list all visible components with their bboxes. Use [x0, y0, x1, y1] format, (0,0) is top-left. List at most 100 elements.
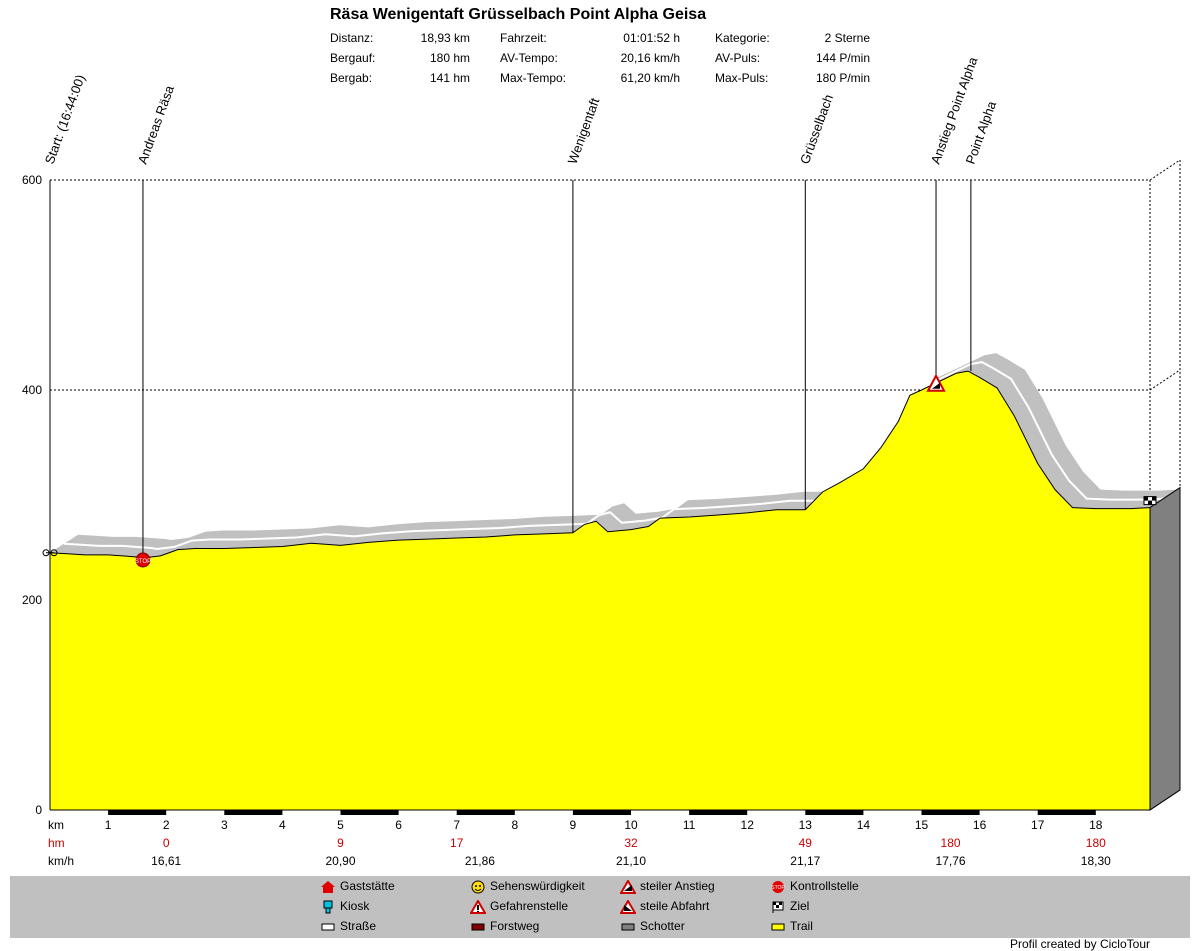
- steile-abfahrt-icon: [619, 898, 637, 914]
- kmh-value: 21,17: [790, 854, 820, 868]
- x-tick-label: 18: [1089, 818, 1103, 832]
- waypoint-label: Point Alpha: [963, 98, 1000, 166]
- legend-item: steile Abfahrt: [619, 898, 710, 914]
- kmh-value: 17,76: [936, 854, 966, 868]
- stop-sign-icon: STOP: [135, 552, 151, 568]
- legend-label: Kiosk: [340, 899, 370, 913]
- grid-line-3d: [1149, 159, 1181, 181]
- stat-label: Fahrzeit:: [500, 31, 547, 45]
- x-axis-3d: [1149, 789, 1181, 811]
- x-axis-segment: [456, 810, 515, 815]
- stat-label: Max-Tempo:: [500, 71, 567, 85]
- x-tick-label: 7: [453, 818, 460, 832]
- sehenswuerdigkeit-icon: [470, 880, 486, 894]
- legend-item: Kiosk: [320, 899, 369, 914]
- steep-climb-icon: [926, 373, 946, 392]
- chart-title: Räsa Wenigentaft Grüsselbach Point Alpha…: [330, 6, 706, 23]
- legend: [10, 876, 1190, 938]
- row-label-kmh: km/h: [48, 854, 74, 868]
- kiosk-icon: [320, 900, 336, 914]
- legend-label: Sehenswürdigkeit: [490, 879, 585, 893]
- x-tick-label: 11: [683, 818, 696, 832]
- gaststaette-icon: [320, 880, 336, 894]
- legend-item: Schotter: [620, 919, 685, 934]
- x-tick-label: 14: [857, 818, 871, 832]
- markers: STOP: [42, 373, 1157, 568]
- stat-label: AV-Tempo:: [500, 51, 558, 65]
- profile-shadow: [50, 353, 1178, 558]
- x-tick-label: 9: [570, 818, 577, 832]
- legend-item: Trail: [770, 919, 813, 934]
- y-tick-label: 200: [22, 593, 42, 607]
- y-tick-label: 400: [22, 383, 42, 397]
- svg-text:STOP: STOP: [135, 559, 151, 565]
- stat-value: 180 P/min: [815, 71, 870, 85]
- hm-value: 180: [941, 836, 961, 850]
- x-tick-label: 15: [915, 818, 929, 832]
- legend-item: Ziel: [770, 899, 809, 914]
- x-axis-segment: [108, 810, 167, 815]
- legend-label: Gaststätte: [340, 879, 395, 893]
- x-axis-label: km: [48, 818, 64, 832]
- y-axis: 0 200 400 600: [22, 173, 51, 817]
- x-tick-label: 4: [279, 818, 286, 832]
- shadow-highlight: [63, 361, 1164, 551]
- hm-value: 32: [624, 836, 638, 850]
- shadow-area: [50, 353, 1178, 558]
- stat-value: 01:01:52 h: [623, 31, 680, 45]
- stat-label: Bergab:: [330, 71, 373, 85]
- legend-item: steiler Anstieg: [619, 878, 715, 894]
- stat-label: Distanz:: [330, 31, 374, 45]
- data-rows: hm 0 9 17 32 49 180 180 km/h 16,61 20,90 21,86 21,10…: [48, 836, 1111, 868]
- y-tick-label: 0: [35, 803, 42, 817]
- legend-item: Straße: [320, 919, 376, 934]
- kmh-value: 18,30: [1081, 854, 1111, 868]
- legend-item: STOP Kontrollstelle: [770, 879, 858, 894]
- hm-value: 49: [799, 836, 813, 850]
- row-label-hm: hm: [48, 836, 65, 850]
- svg-text:STOP: STOP: [771, 885, 785, 891]
- stat-value: 2 Sterne: [824, 31, 870, 45]
- x-tick-label: 13: [799, 818, 813, 832]
- legend-item: Forstweg: [470, 919, 539, 934]
- stat-value: 18,93 km: [420, 31, 470, 45]
- profile-fill: [49, 370, 1150, 810]
- stat-value: 141 hm: [429, 71, 470, 85]
- legend-label: steiler Anstieg: [640, 879, 715, 893]
- x-axis-segment: [340, 810, 399, 815]
- x-axis-segment: [921, 810, 980, 815]
- profile-area: [50, 371, 1150, 810]
- hm-value: 180: [1086, 836, 1106, 850]
- x-tick-label: 10: [624, 818, 638, 832]
- x-tick-label: 16: [973, 818, 987, 832]
- legend-label: Schotter: [640, 919, 685, 933]
- legend-label: Trail: [790, 919, 813, 933]
- waypoint-label: Grüsselbach: [797, 92, 836, 166]
- hm-value: 17: [450, 836, 464, 850]
- stat-value: 180 hm: [429, 51, 470, 65]
- x-axis-segment: [572, 810, 631, 815]
- kmh-value: 16,61: [151, 854, 181, 868]
- finish-flag-icon: [1143, 496, 1157, 506]
- x-axis: km 1 2 3 4 5 6 7 8 9 10 11 12 13 14 15 16 17 18: [48, 789, 1181, 832]
- x-tick-label: 2: [163, 818, 170, 832]
- x-tick-label: 12: [741, 818, 755, 832]
- legend-item: Sehenswürdigkeit: [470, 879, 585, 894]
- bike-icon: [42, 549, 58, 557]
- stat-label: Bergauf:: [330, 51, 376, 65]
- kmh-value: 21,86: [465, 854, 495, 868]
- x-tick-label: 1: [105, 818, 112, 832]
- legend-label: Straße: [340, 919, 377, 933]
- legend-item: Gaststätte: [320, 879, 395, 894]
- stat-value: 20,16 km/h: [620, 51, 680, 65]
- legend-label: steile Abfahrt: [640, 899, 710, 913]
- waypoint-label: Andreas Räsa: [135, 83, 178, 166]
- steiler-anstieg-icon: [619, 878, 637, 894]
- kmh-value: 21,10: [616, 854, 646, 868]
- strasse-icon: [320, 920, 336, 934]
- profile-3d-side: [1149, 486, 1181, 811]
- x-tick-label: 8: [511, 818, 518, 832]
- waypoint-label: Wenigentaft: [565, 96, 603, 166]
- forstweg-icon: [470, 920, 486, 934]
- x-tick-label: 5: [337, 818, 344, 832]
